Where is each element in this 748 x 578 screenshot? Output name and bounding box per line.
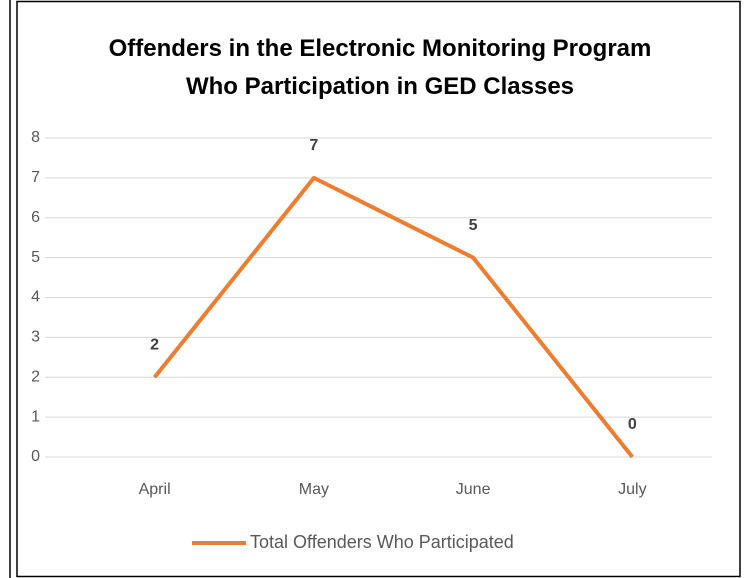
x-tick-label: April [139,481,171,498]
x-tick-label: May [299,481,329,498]
y-tick-label: 5 [31,249,40,266]
y-tick-label: 2 [31,368,40,385]
chart-border [16,0,741,578]
x-tick-label: July [618,481,646,498]
y-tick-label: 1 [31,408,40,425]
y-tick-label: 6 [31,209,40,226]
chart-title: Offenders in the Electronic Monitoring P… [108,35,652,100]
y-tick-label: 0 [31,448,40,465]
data-label: 2 [150,336,159,353]
series-line [153,175,634,459]
y-tick-label: 3 [31,329,40,346]
y-tick-label: 4 [31,289,40,306]
data-label: 5 [469,217,478,234]
y-tick-label: 8 [31,129,40,146]
y-tick-label: 7 [31,169,40,186]
data-label: 7 [309,137,318,154]
x-tick-label: June [456,481,491,498]
data-label: 0 [628,416,637,433]
legend-label: Total Offenders Who Participated [250,532,514,552]
